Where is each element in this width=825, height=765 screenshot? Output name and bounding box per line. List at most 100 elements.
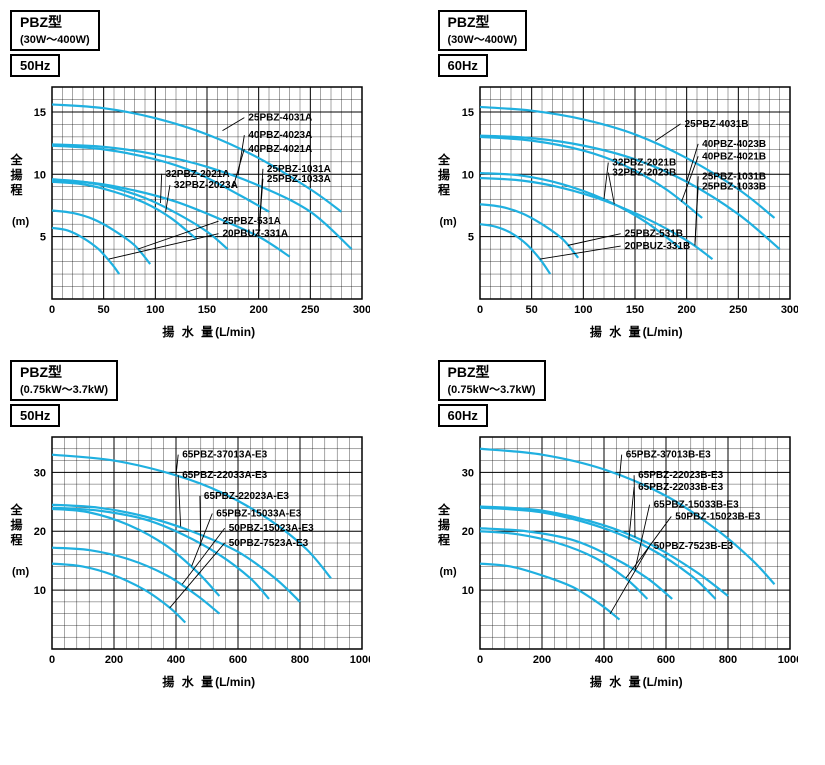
y-axis-label: 全揚程 <box>436 503 453 548</box>
chart-panel-bl: PBZ型(0.75kW～3.7kW) 50Hz 全揚程 (m) 0 200 400 600 80… <box>10 360 408 690</box>
svg-text:0: 0 <box>49 304 55 316</box>
title-box: PBZ型(0.75kW～3.7kW) <box>10 360 118 401</box>
svg-text:300: 300 <box>353 304 370 316</box>
curve-label: 40PBZ-4021A <box>248 144 312 155</box>
curve-label: 25PBZ-1033A <box>267 174 331 185</box>
curve-label: 50PBZ-15023A-E3 <box>229 523 314 534</box>
title-main: PBZ型 <box>20 14 62 30</box>
svg-text:600: 600 <box>229 654 247 666</box>
curve-65PBZ-15033A-E3 <box>52 509 219 596</box>
curve-label: 40PBZ-4021B <box>702 151 766 162</box>
svg-text:30: 30 <box>461 467 473 479</box>
svg-text:800: 800 <box>291 654 309 666</box>
svg-text:100: 100 <box>146 304 164 316</box>
title-sub: (30W～400W) <box>20 34 90 46</box>
svg-text:200: 200 <box>249 304 267 316</box>
title-main: PBZ型 <box>20 364 62 380</box>
title-box: PBZ型(30W～400W) <box>438 10 528 51</box>
curve-label: 40PBZ-4023B <box>702 139 766 150</box>
curve-label: 20PBUZ-331A <box>223 229 289 240</box>
curve-label: 40PBZ-4023A <box>248 130 312 141</box>
curve-50PBZ-7523B-E3 <box>480 564 620 620</box>
title-main: PBZ型 <box>448 364 490 380</box>
svg-text:400: 400 <box>594 654 612 666</box>
svg-text:600: 600 <box>656 654 674 666</box>
svg-text:100: 100 <box>574 304 592 316</box>
svg-text:15: 15 <box>461 107 473 119</box>
hz-box: 60Hz <box>438 54 488 77</box>
hz-box: 50Hz <box>10 54 60 77</box>
y-axis-label: 全揚程 <box>436 154 453 199</box>
y-axis-label: 全揚程 <box>8 154 25 199</box>
curve-label: 25PBZ-4031A <box>248 113 312 124</box>
y-axis-unit: (m) <box>440 216 457 228</box>
curve-label: 65PBZ-15033A-E3 <box>216 508 301 519</box>
curve-label: 50PBZ-15023B-E3 <box>675 511 760 522</box>
chart-panel-tr: PBZ型(30W～400W) 60Hz 全揚程 (m) 0 50 100 150 200 250 3… <box>438 10 825 340</box>
curve-40PBZ-4023A <box>52 144 352 249</box>
curve-label: 32PBZ-2021A <box>166 169 230 180</box>
chart-svg: 0 200 400 600 800 1000 10 20 30 65PBZ-37013A-E3 65… <box>10 431 370 671</box>
svg-text:1000: 1000 <box>350 654 370 666</box>
svg-text:800: 800 <box>718 654 736 666</box>
svg-text:15: 15 <box>34 107 46 119</box>
x-axis-label: 揚 水 量(L/min) <box>10 323 408 340</box>
svg-text:0: 0 <box>476 304 482 316</box>
svg-text:5: 5 <box>467 232 473 244</box>
svg-text:0: 0 <box>476 654 482 666</box>
chart-panel-tl: PBZ型(30W～400W)50Hz全揚程(m)0501001502002503… <box>10 10 408 340</box>
x-axis-label: 揚 水 量(L/min) <box>10 673 408 690</box>
svg-text:250: 250 <box>729 304 747 316</box>
curve-label: 65PBZ-15033B-E3 <box>653 500 738 511</box>
title-sub: (30W～400W) <box>448 34 518 46</box>
curve-label: 65PBZ-37013A-E3 <box>182 450 267 461</box>
svg-text:0: 0 <box>49 654 55 666</box>
svg-text:50: 50 <box>98 304 110 316</box>
svg-text:30: 30 <box>34 467 46 479</box>
curve-label: 50PBZ-7523B-E3 <box>653 541 733 552</box>
curve-label: 65PBZ-22023A-E3 <box>204 491 289 502</box>
svg-text:150: 150 <box>625 304 643 316</box>
curve-label: 25PBZ-1033B <box>702 181 766 192</box>
curve-label: 65PBZ-22033B-E3 <box>638 482 723 493</box>
curve-label: 65PBZ-22033A-E3 <box>182 470 267 481</box>
svg-text:10: 10 <box>461 585 473 597</box>
svg-text:200: 200 <box>532 654 550 666</box>
svg-text:5: 5 <box>40 232 46 244</box>
curve-label: 32PBZ-2023A <box>174 180 238 191</box>
svg-text:1000: 1000 <box>777 654 797 666</box>
hz-box: 60Hz <box>438 404 488 427</box>
svg-text:50: 50 <box>525 304 537 316</box>
curve-label: 65PBZ-37013B-E3 <box>625 450 710 461</box>
curve-20PBUZ-331A <box>52 228 119 274</box>
curve-label: 25PBZ-4031B <box>684 119 748 130</box>
svg-text:10: 10 <box>461 169 473 181</box>
title-box: PBZ型 (30W～400W) <box>10 10 100 51</box>
svg-text:20: 20 <box>461 526 473 538</box>
svg-text:10: 10 <box>34 585 46 597</box>
curve-label: 32PBZ-2023B <box>612 168 676 179</box>
svg-text:200: 200 <box>677 304 695 316</box>
svg-text:10: 10 <box>34 169 46 181</box>
curve-label: 20PBUZ-331B <box>624 241 690 252</box>
svg-text:200: 200 <box>105 654 123 666</box>
chart-svg: 0 200 400 600 800 1000 10 20 30 65PBZ-37013B-E3 65… <box>438 431 798 671</box>
curve-label: 50PBZ-7523A-E3 <box>229 538 309 549</box>
chart-svg: 0501001502002503005101525PBZ-4031A40PBZ-… <box>10 81 370 321</box>
x-axis-label: 揚 水 量(L/min) <box>438 673 825 690</box>
hz-box: 50Hz <box>10 404 60 427</box>
svg-text:250: 250 <box>301 304 319 316</box>
y-axis-unit: (m) <box>12 566 29 578</box>
svg-text:400: 400 <box>167 654 185 666</box>
chart-svg: 0501001502002503005101525PBZ-4031B40PBZ-… <box>438 81 798 321</box>
y-axis-unit: (m) <box>12 216 29 228</box>
svg-text:20: 20 <box>34 526 46 538</box>
y-axis-unit: (m) <box>440 566 457 578</box>
x-axis-label: 揚 水 量(L/min) <box>438 323 825 340</box>
curve-50PBZ-15023A-E3 <box>52 548 219 614</box>
y-axis-label: 全揚程 <box>8 503 25 548</box>
curve-label: 25PBZ-531B <box>624 229 682 240</box>
curve-label: 25PBZ-531A <box>223 216 281 227</box>
curve-label: 65PBZ-22023B-E3 <box>638 470 723 481</box>
curve-25PBZ-531A <box>52 210 150 264</box>
